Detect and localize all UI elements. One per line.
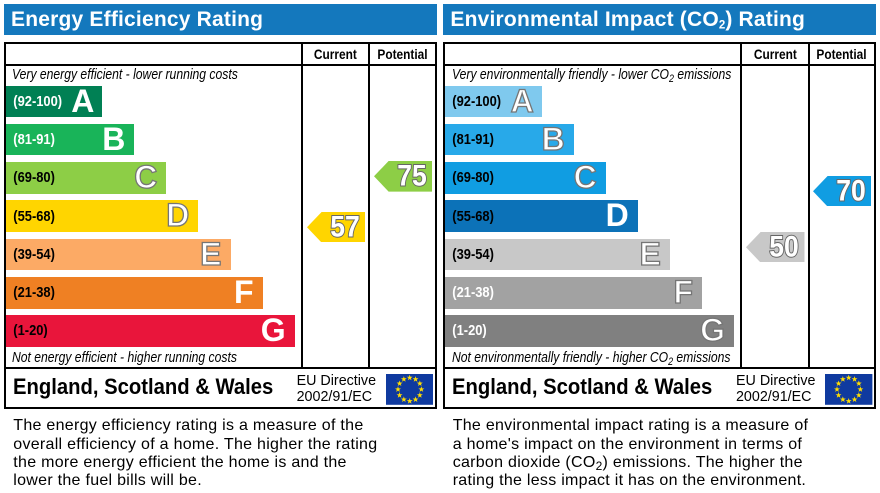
svg-text:50: 50: [769, 232, 798, 263]
svg-text:70: 70: [836, 176, 865, 207]
svg-text:75: 75: [397, 161, 426, 192]
svg-text:57: 57: [330, 212, 359, 243]
